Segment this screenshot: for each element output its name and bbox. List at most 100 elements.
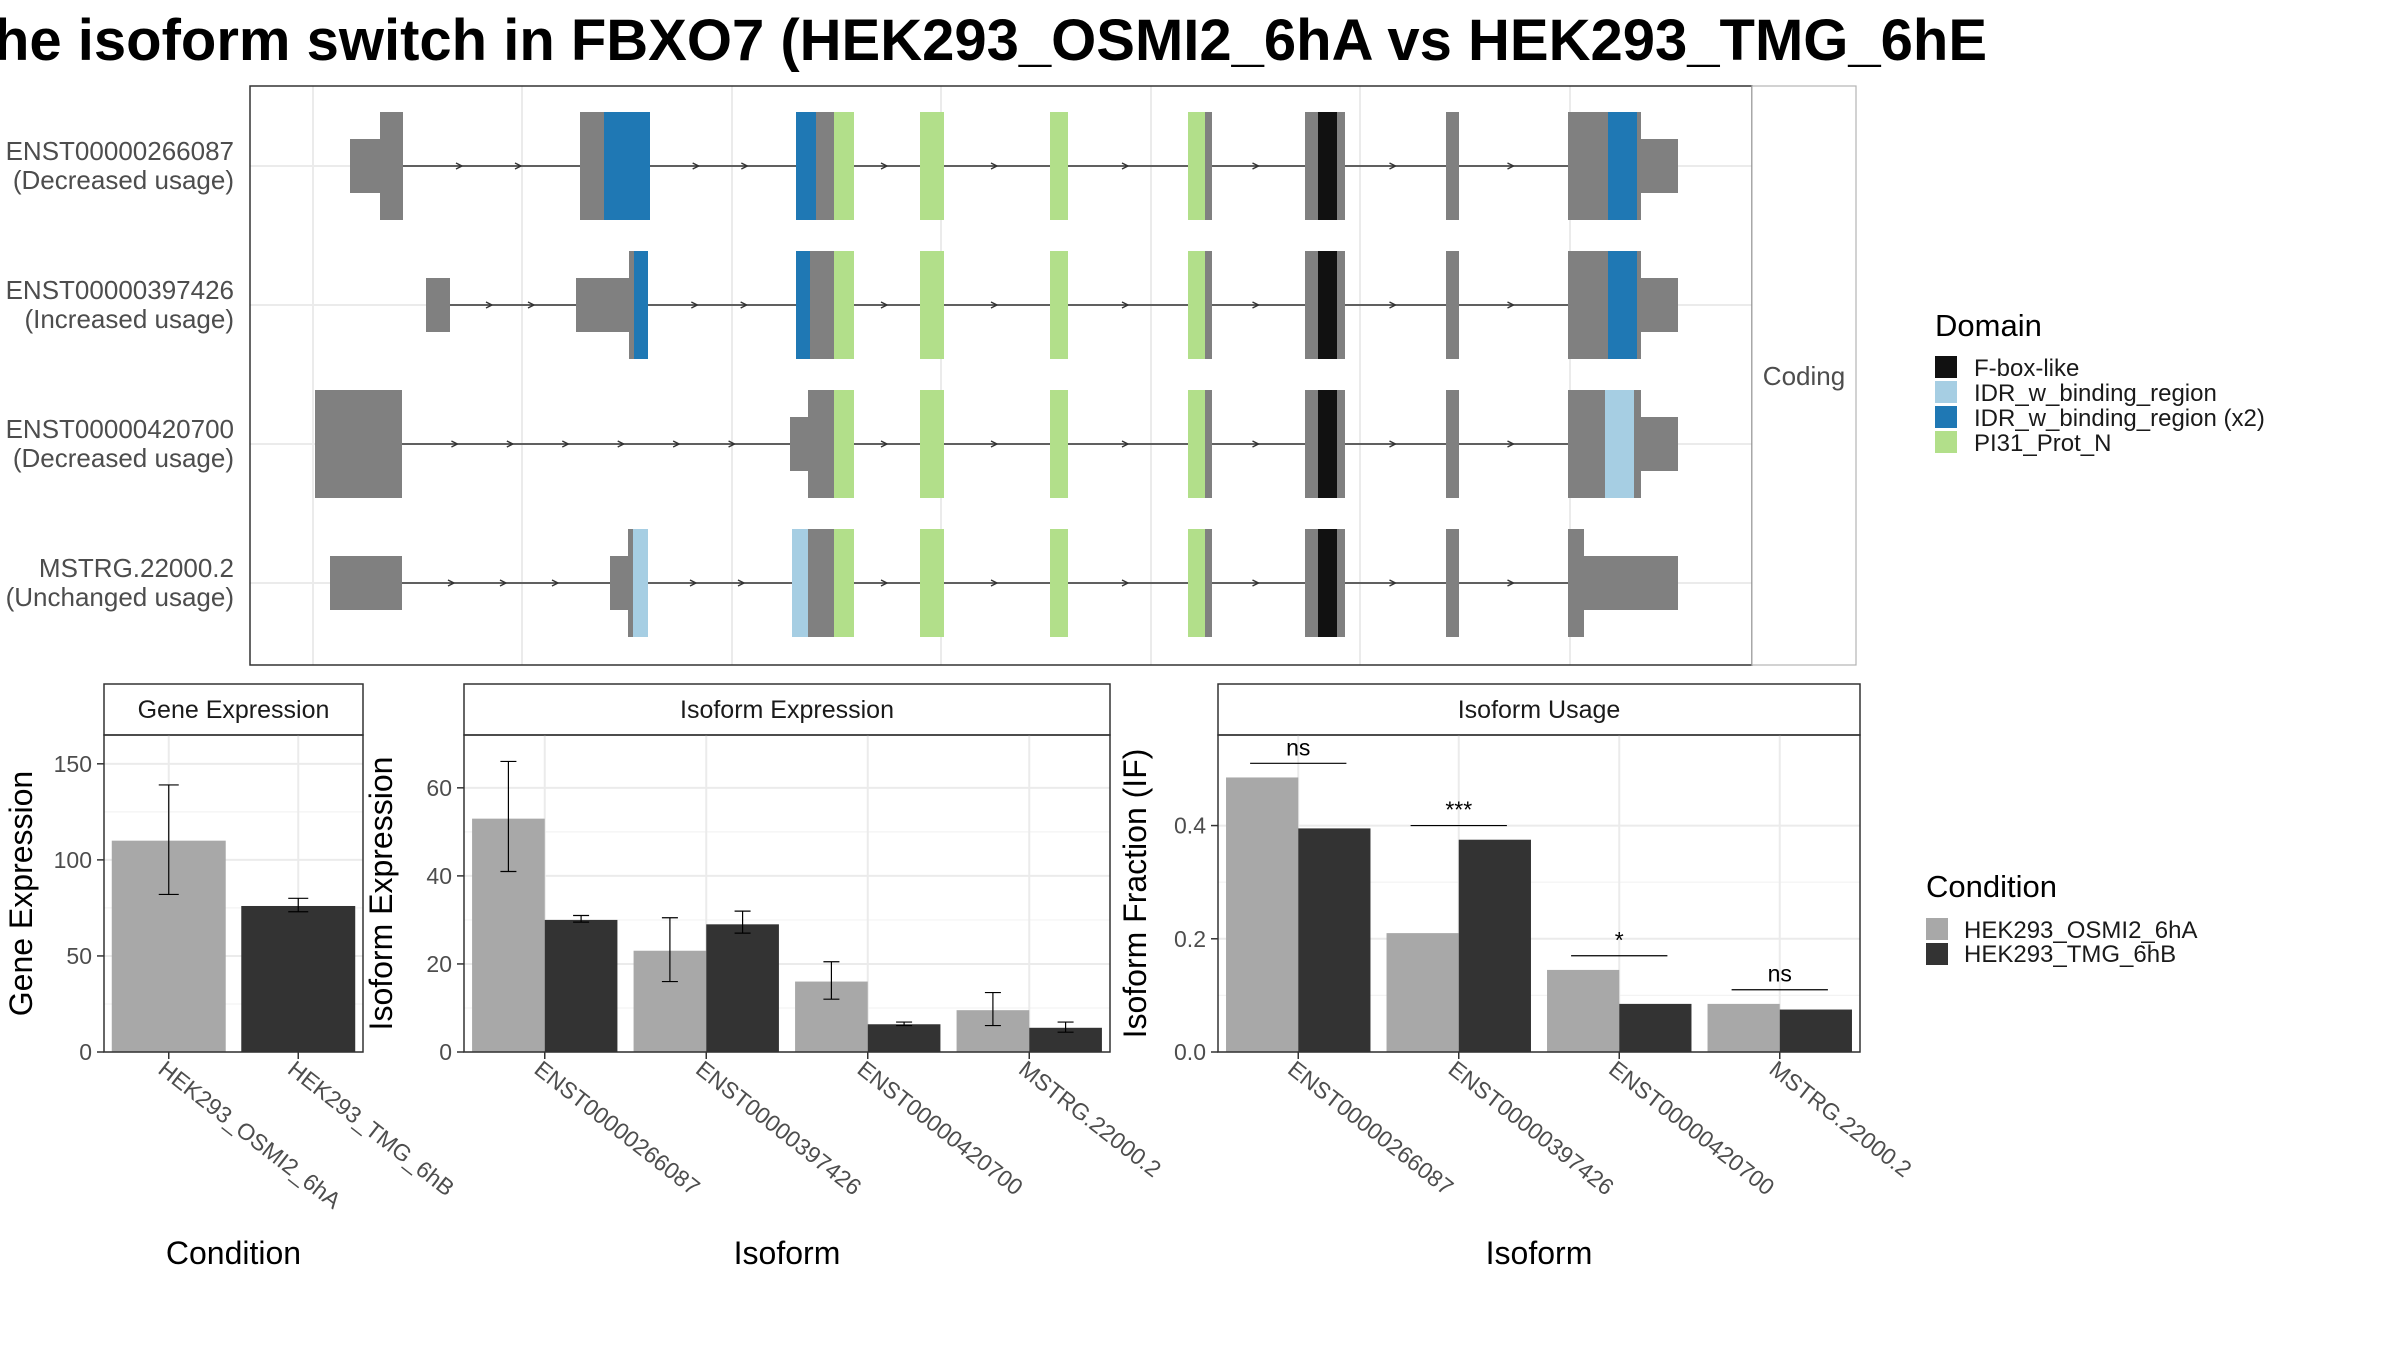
bar [1298, 828, 1371, 1052]
exon [1205, 390, 1212, 498]
exon [576, 278, 629, 332]
x-tick-label: ENST00000397426 [691, 1055, 866, 1200]
y-tick-label: 60 [426, 775, 452, 801]
domain-pi31-prot-n [920, 251, 944, 359]
domain-pi31-prot-n [1188, 251, 1205, 359]
y-axis-title: Isoform Fraction (IF) [1117, 749, 1153, 1039]
domain-pi31-prot-n [1050, 529, 1068, 637]
domain-f-box-like [1318, 390, 1337, 498]
domain-pi31-prot-n [834, 529, 854, 637]
y-tick-label: 0.4 [1174, 813, 1206, 839]
intron-arrow [880, 440, 889, 448]
significance-label: ns [1768, 961, 1792, 987]
exon [629, 251, 634, 359]
exon [816, 112, 834, 220]
domain-pi31-prot-n [1188, 529, 1205, 637]
exon [790, 417, 808, 471]
transcript-label-2: ENST00000397426 [6, 275, 234, 305]
domain-idr-w-binding-region-x2- [634, 251, 648, 359]
exon [1446, 529, 1459, 637]
exon [1568, 251, 1608, 359]
domain-idr-w-binding-region-x2- [1608, 251, 1637, 359]
y-tick-label: 0 [79, 1039, 92, 1065]
exon [1634, 390, 1641, 498]
bar [1779, 1009, 1852, 1052]
exon [1205, 529, 1212, 637]
bar [1707, 1003, 1780, 1052]
domain-idr-w-binding-region-x2- [1608, 112, 1637, 220]
condition-legend-key-a [1926, 918, 1948, 940]
panel-strip [103, 683, 364, 736]
intron-arrow [672, 440, 681, 448]
y-tick-label: 20 [426, 951, 452, 977]
exon [1637, 251, 1641, 359]
intron-arrow [1252, 301, 1261, 309]
intron-arrow [1507, 162, 1516, 170]
domain-legend-key-fbox [1935, 356, 1957, 378]
exon [1337, 251, 1345, 359]
domain-pi31-prot-n [920, 529, 944, 637]
exon [1205, 112, 1212, 220]
domain-legend-key-idr [1935, 381, 1957, 403]
structure-facet-strip [1751, 85, 1857, 666]
domain-legend-label-idr-x2: IDR_w_binding_region (x2) [1974, 405, 2265, 432]
domain-idr-w-binding-region-x2- [796, 112, 816, 220]
transcript-structure-3 [315, 390, 1678, 498]
domain-legend-title: Domain [1935, 308, 2042, 343]
intron-arrow [740, 301, 749, 309]
exon [1641, 278, 1678, 332]
domain-legend-label-pi31: PI31_Prot_N [1974, 430, 2111, 457]
domain-f-box-like [1318, 251, 1337, 359]
x-tick-label: MSTRG.22000.2 [1765, 1055, 1917, 1182]
intron-arrow [880, 579, 889, 587]
intron-arrow [455, 162, 464, 170]
intron-arrow [1507, 579, 1516, 587]
intron-arrow [485, 301, 494, 309]
intron-arrow [1389, 579, 1398, 587]
panel-isoform-expression: Isoform Expression 0 20 40 60 ENST00000266087… [363, 683, 1166, 1271]
exon [1205, 251, 1212, 359]
domain-legend-key-pi31 [1935, 431, 1957, 453]
exon [1584, 556, 1678, 610]
intron-arrow [447, 579, 456, 587]
intron-arrow [1389, 301, 1398, 309]
domain-idr-w-binding-region [633, 529, 648, 637]
condition-legend-title: Condition [1926, 869, 2057, 904]
domain-idr-w-binding-region-x2- [796, 251, 810, 359]
panel-isoform-usage: Isoform Usagens****ns0.00.20.4ENST000002… [1117, 683, 1917, 1271]
x-tick-label: ENST00000420700 [1604, 1055, 1779, 1200]
x-tick-label: MSTRG.22000.2 [1014, 1055, 1166, 1182]
intron-arrow [1389, 162, 1398, 170]
domain-pi31-prot-n [1050, 390, 1068, 498]
transcript-usage-2: (Increased usage) [24, 304, 234, 334]
domain-legend: Domain F-box-like IDR_w_binding_region I… [1935, 308, 2265, 457]
facet-label-coding: Coding [1763, 361, 1845, 391]
intron-arrow [880, 162, 889, 170]
x-axis-title: Isoform [1486, 1235, 1593, 1271]
transcript-labels: ENST00000266087 (Decreased usage) ENST00… [6, 136, 234, 612]
exon [315, 390, 402, 498]
transcript-usage-4: (Unchanged usage) [6, 582, 234, 612]
domain-pi31-prot-n [1050, 251, 1068, 359]
exon [1337, 112, 1345, 220]
domain-pi31-prot-n [920, 390, 944, 498]
panel-title: Gene Expression [138, 696, 330, 724]
domain-pi31-prot-n [1188, 390, 1205, 498]
intron-arrow [728, 440, 737, 448]
bar [706, 924, 779, 1052]
domain-idr-w-binding-region-x2- [604, 112, 650, 220]
condition-legend-key-b [1926, 943, 1948, 965]
domain-f-box-like [1318, 529, 1337, 637]
significance-label: *** [1445, 797, 1472, 823]
intron-arrow [990, 579, 999, 587]
panel-border [1217, 734, 1861, 1053]
significance-label: ns [1286, 734, 1310, 760]
bar [544, 919, 618, 1052]
bar [1226, 777, 1299, 1052]
exon [610, 556, 628, 610]
y-axis-title: Gene Expression [3, 771, 39, 1016]
x-tick-label: ENST00000397426 [1444, 1055, 1619, 1200]
intron-arrow [689, 579, 698, 587]
exon [1446, 112, 1459, 220]
